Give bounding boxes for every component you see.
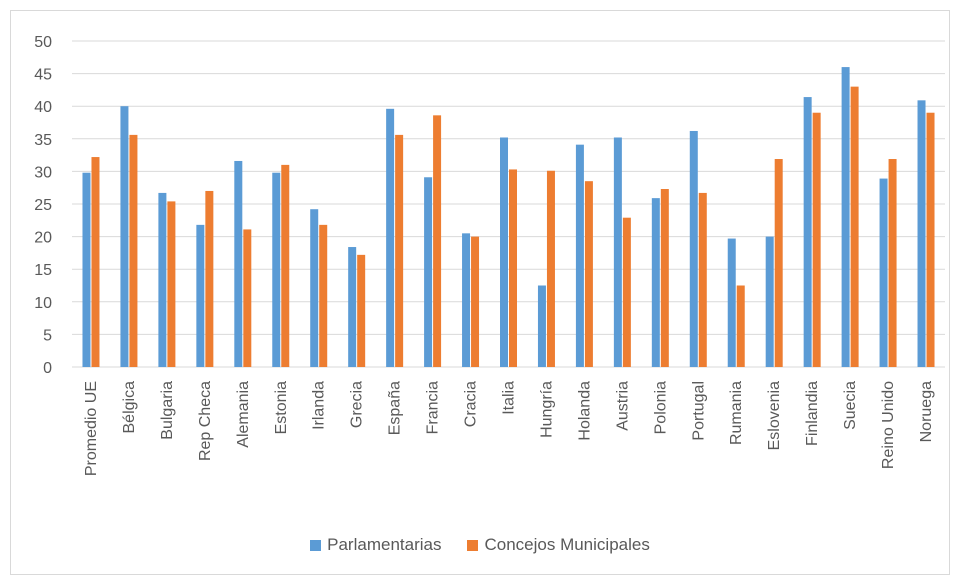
y-tick-label: 10 [34,295,52,312]
bar [386,108,395,368]
bar [243,229,252,367]
y-tick-label: 15 [34,262,52,279]
legend-swatch-parlamentarias [310,539,322,551]
gridlines [72,40,945,368]
bar [926,112,935,367]
legend-label-concejos-municipales: Concejos Municipales [484,535,650,554]
bar [727,238,736,367]
bar [613,137,622,367]
bar [651,198,660,367]
y-tick-label: 40 [34,99,52,116]
bar [471,236,480,367]
bar [234,160,243,367]
bar [91,157,100,367]
bar [129,134,138,367]
x-axis-ticks: Promedio UE Bélgica Bulgaria Rep Checa Alema… [83,381,935,476]
bar [850,86,859,367]
bar [575,144,584,367]
bar [319,224,328,367]
bar [879,178,888,367]
x-tick-label: Rep Checa [197,381,214,461]
bar [698,192,707,367]
y-tick-label: 30 [34,164,52,181]
x-tick-label: Reino Unido [880,381,897,469]
bar [433,115,442,367]
bar [82,172,91,367]
x-tick-label: Hungría [538,381,555,438]
bar [462,233,471,367]
x-tick-label: Austria [614,381,631,431]
x-tick-label: Alemania [235,381,252,448]
y-tick-label: 45 [34,67,52,84]
x-tick-label: Polonia [652,381,669,434]
legend-swatch-concejos-municipales [467,539,479,551]
bar [765,236,774,367]
x-tick-label: Estonia [273,381,290,434]
bar [424,177,433,367]
bar [537,285,546,367]
bar [660,189,669,367]
x-tick-label: Portugal [690,381,707,441]
x-tick-label: Holanda [576,381,593,441]
y-tick-label: 0 [43,360,52,377]
x-tick-label: Noruega [918,381,935,442]
bar [167,201,176,367]
x-tick-label: Rumania [728,381,745,445]
x-tick-label: Bélgica [121,381,138,434]
legend-item-concejos-municipales: Concejos Municipales [467,535,650,555]
bar [689,130,698,367]
bar [395,134,404,367]
bar [622,217,631,367]
bar [281,164,290,367]
bar [917,100,926,367]
bar [509,169,517,367]
bar [841,67,850,367]
bar [348,247,357,367]
y-axis-ticks: 0 5 10 15 20 25 30 35 40 45 50 [34,34,52,377]
x-tick-label: Italia [501,381,518,415]
chart-frame [10,10,950,575]
bar [500,137,508,367]
y-tick-label: 25 [34,197,52,214]
x-tick-label: Francia [425,381,442,434]
x-tick-label: Irlanda [311,381,328,430]
bar [120,106,129,367]
bar [272,172,281,367]
legend-label-parlamentarias: Parlamentarias [327,535,442,554]
bar [812,112,821,367]
x-tick-label: Promedio UE [83,381,100,476]
bars [82,67,935,368]
x-tick-label: Grecia [349,381,366,428]
bar [196,224,205,367]
legend-item-parlamentarias: Parlamentarias [310,535,441,555]
bar [888,159,897,367]
x-tick-label: Eslovenia [766,381,783,450]
bar [736,285,745,367]
legend: Parlamentarias Concejos Municipales [0,535,960,555]
bar [546,170,555,367]
bar [803,97,812,368]
x-tick-label: Suecia [842,381,859,430]
y-tick-label: 50 [34,34,52,51]
x-tick-label: Cracia [463,381,480,427]
y-tick-label: 5 [43,327,52,344]
x-tick-label: Bulgaria [159,381,176,440]
bar [357,254,366,367]
bar [158,192,167,367]
x-tick-label: España [387,381,404,435]
bar [584,181,593,367]
bar [205,190,214,367]
bar [310,209,319,367]
x-tick-label: Finlandia [804,381,821,446]
y-tick-label: 20 [34,230,52,247]
bar [774,159,783,367]
y-tick-label: 35 [34,132,52,149]
